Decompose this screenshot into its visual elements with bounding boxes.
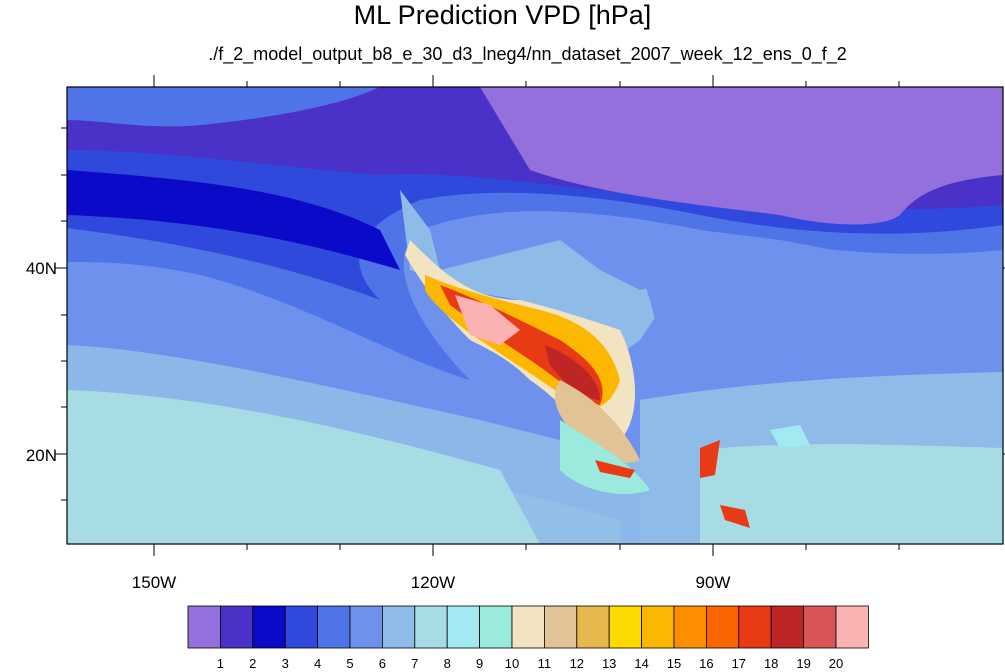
colorbar-tick-label: 7 <box>411 656 418 671</box>
lon-label: 150W <box>132 573 176 592</box>
colorbar-swatch <box>803 605 837 649</box>
colorbar-tick-label: 15 <box>667 656 681 671</box>
colorbar-tick-label: 12 <box>570 656 584 671</box>
lat-label: 20N <box>26 446 57 465</box>
colorbar-tick-label: 11 <box>538 656 552 671</box>
colorbar-swatch <box>770 605 805 649</box>
colorbar-swatch <box>706 605 740 649</box>
colorbar-swatch <box>252 605 286 649</box>
colorbar-tick-label: 16 <box>699 656 713 671</box>
colorbar-swatch <box>608 605 643 649</box>
colorbar-swatch <box>544 605 578 649</box>
colorbar-tick-label: 6 <box>379 656 386 671</box>
colorbar-tick-label: 1 <box>217 656 224 671</box>
colorbar-tick-label: 4 <box>314 656 321 671</box>
lat-label: 40N <box>26 259 57 278</box>
colorbar-swatch <box>284 605 319 649</box>
colorbar-swatch <box>738 605 772 649</box>
map-title: ML Prediction VPD [hPa] <box>353 0 652 30</box>
colorbar-tick-label: 20 <box>829 656 843 671</box>
colorbar-tick-label: 9 <box>476 656 483 671</box>
colorbar-tick-label: 14 <box>634 656 648 671</box>
colorbar-swatch <box>219 605 254 649</box>
colorbar-tick-label: 18 <box>764 656 778 671</box>
colorbar-tick-label: 17 <box>732 656 746 671</box>
colorbar-swatch <box>835 605 869 649</box>
colorbar-swatch <box>576 605 610 649</box>
colorbar <box>187 605 869 649</box>
colorbar-tick-label: 10 <box>505 656 519 671</box>
vpd-field <box>67 87 1003 544</box>
colorbar-tick-label: 8 <box>444 656 451 671</box>
colorbar-swatch <box>446 605 481 649</box>
colorbar-tick-label: 5 <box>346 656 353 671</box>
colorbar-swatch <box>317 605 351 649</box>
colorbar-labels: 1 2 3 4 5 6 7 8 9 10 11 12 13 14 15 16 17 18 19 20 <box>217 656 843 671</box>
colorbar-tick-label: 13 <box>602 656 616 671</box>
colorbar-swatch <box>673 605 707 649</box>
colorbar-swatch <box>349 605 383 649</box>
lon-label: 120W <box>411 573 455 592</box>
colorbar-swatch <box>511 605 545 649</box>
colorbar-swatch <box>414 605 448 649</box>
colorbar-swatch <box>187 605 221 649</box>
colorbar-tick-label: 19 <box>796 656 810 671</box>
colorbar-swatch <box>381 605 416 649</box>
colorbar-tick-label: 3 <box>282 656 289 671</box>
lon-label: 90W <box>696 573 731 592</box>
colorbar-tick-label: 2 <box>249 656 256 671</box>
colorbar-swatch <box>641 605 675 649</box>
map-subtitle: ./f_2_model_output_b8_e_30_d3_lneg4/nn_d… <box>208 44 847 64</box>
colorbar-swatch <box>479 605 513 649</box>
